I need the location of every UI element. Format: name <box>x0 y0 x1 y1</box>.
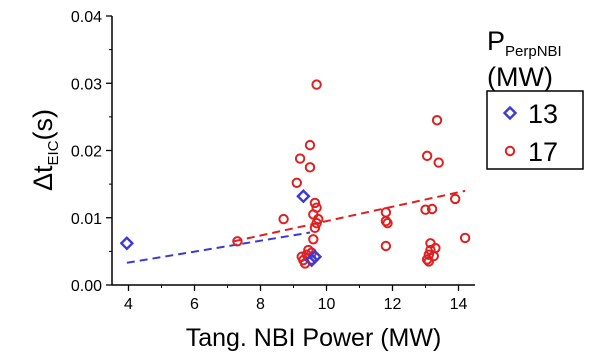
data-point-series-17 <box>459 232 471 244</box>
data-point-series-17 <box>450 193 461 205</box>
data-point-series-17 <box>380 207 392 218</box>
legend-title-main: P <box>487 26 505 56</box>
x-tick-label: 10 <box>318 296 336 313</box>
x-tick-label: 6 <box>190 296 199 313</box>
data-point-series-17 <box>380 215 392 227</box>
legend-title-sub: PerpNBI <box>505 43 562 60</box>
data-point-series-17 <box>311 79 322 90</box>
x-axis-title: Tang. NBI Power (MW) <box>186 324 442 352</box>
data-point-series-17 <box>304 139 316 151</box>
data-point-series-17 <box>382 217 393 229</box>
data-point-series-17 <box>309 197 321 209</box>
data-point-series-17 <box>430 242 441 254</box>
legend-label: 17 <box>528 137 558 167</box>
fit-line-series-13 <box>126 231 311 264</box>
legend-label: 13 <box>528 99 558 129</box>
data-point-series-17 <box>311 202 322 213</box>
y-tick-label: 0.02 <box>71 144 102 161</box>
x-tick-label: 4 <box>124 296 133 313</box>
y-tick-label: 0.04 <box>71 9 102 26</box>
x-tick-label: 8 <box>256 296 265 313</box>
legend-box <box>486 90 584 170</box>
data-point-series-17 <box>291 177 302 188</box>
data-point-series-17 <box>426 203 438 215</box>
legend-title-unit: (MW) <box>487 62 553 92</box>
data-point-series-17 <box>423 249 434 260</box>
data-point-series-13 <box>304 252 319 268</box>
axes: 4 6 8 10 12 14 0.00 0.01 0.02 0.03 0.04 Tang. NBI P… <box>28 9 475 352</box>
data-point-series-17 <box>294 153 306 164</box>
y-tick-label: 0.00 <box>71 278 102 295</box>
y-tick-label: 0.01 <box>71 211 102 228</box>
data-point-series-17 <box>420 204 431 215</box>
y-axis-title-main: Δt <box>28 165 58 191</box>
data-point-series-17 <box>304 162 316 173</box>
data-point-series-13 <box>119 236 135 251</box>
data-point-series-17 <box>308 234 319 245</box>
data-point-series-17 <box>313 213 324 225</box>
y-tick-label: 0.03 <box>71 76 102 93</box>
legend-title: PPerpNBI <box>487 26 562 60</box>
data-point-series-17 <box>278 213 289 225</box>
data-point-series-17 <box>232 236 243 247</box>
legend-marker-series-13 <box>502 105 518 121</box>
fit-line-series-17 <box>233 189 466 243</box>
data-point-series-13 <box>296 189 311 204</box>
data-point-series-17 <box>433 157 444 168</box>
data-point-series-17 <box>421 150 433 162</box>
data-point-series-17 <box>309 222 321 234</box>
y-axis-title-unit: (s) <box>28 109 58 140</box>
x-tick-label: 12 <box>384 296 402 313</box>
y-axis-title: ΔtEIC(s) <box>28 109 62 191</box>
y-axis-title-sub: EIC <box>45 140 62 165</box>
data-point-series-17 <box>431 115 443 126</box>
plot-area <box>119 79 471 269</box>
x-tick-label: 14 <box>450 296 468 313</box>
data-point-series-13 <box>307 249 323 264</box>
legend-marker-series-17 <box>504 145 516 157</box>
data-point-series-17 <box>380 240 392 252</box>
